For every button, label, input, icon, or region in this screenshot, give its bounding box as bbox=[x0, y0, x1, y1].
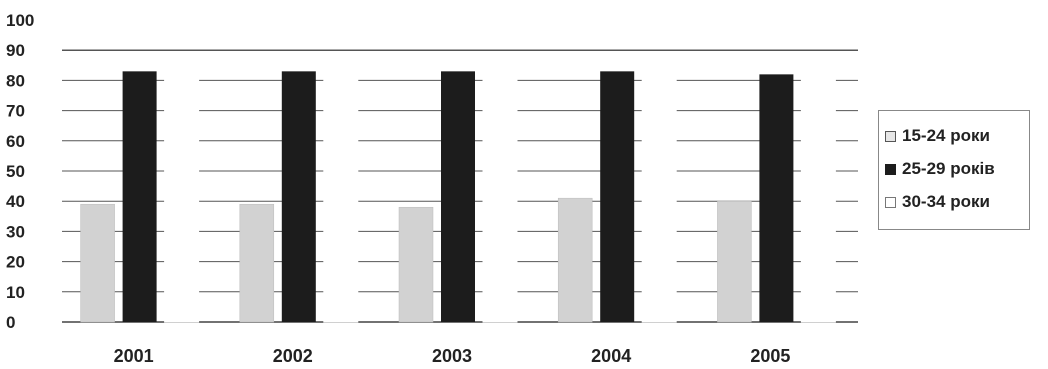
y-tick-label: 100 bbox=[6, 11, 34, 30]
x-tick-label: 2001 bbox=[114, 346, 154, 366]
legend-item: 30-34 роки bbox=[885, 191, 990, 213]
legend-item: 25-29 років bbox=[885, 158, 995, 180]
bar bbox=[323, 61, 359, 323]
bars bbox=[80, 61, 836, 323]
bar bbox=[122, 71, 157, 322]
legend-label: 30-34 роки bbox=[902, 192, 990, 211]
legend-swatch-15-24 bbox=[885, 130, 896, 142]
x-tick-label: 2003 bbox=[432, 346, 472, 366]
legend-label: 25-29 років bbox=[902, 159, 995, 178]
y-tick-label: 90 bbox=[6, 41, 25, 60]
legend: 15-24 роки 25-29 років 30-34 роки bbox=[878, 110, 1030, 230]
x-tick-label: 2004 bbox=[591, 346, 631, 366]
bar bbox=[600, 71, 635, 322]
x-axis-ticks: 2001 2002 2003 2004 2005 bbox=[114, 346, 791, 366]
bar bbox=[80, 203, 115, 323]
bar bbox=[759, 74, 794, 322]
bar bbox=[281, 71, 316, 322]
bar bbox=[239, 203, 275, 323]
bar bbox=[800, 67, 836, 323]
bar bbox=[164, 73, 200, 323]
bar bbox=[398, 206, 434, 323]
bar bbox=[482, 61, 518, 323]
y-tick-label: 50 bbox=[6, 162, 25, 181]
legend-item: 15-24 роки bbox=[885, 125, 990, 147]
y-tick-label: 0 bbox=[6, 313, 15, 332]
x-tick-label: 2002 bbox=[273, 346, 313, 366]
y-tick-label: 20 bbox=[6, 253, 25, 272]
y-tick-label: 80 bbox=[6, 71, 25, 90]
y-tick-label: 60 bbox=[6, 132, 25, 151]
legend-swatch-25-29 bbox=[885, 163, 896, 175]
legend-swatch-30-34 bbox=[885, 196, 896, 208]
bar bbox=[441, 71, 475, 322]
bar bbox=[717, 200, 752, 323]
bar bbox=[641, 64, 677, 323]
legend-label: 15-24 роки bbox=[902, 126, 990, 145]
y-tick-label: 10 bbox=[6, 283, 25, 302]
y-tick-label: 70 bbox=[6, 102, 25, 121]
x-tick-label: 2005 bbox=[750, 346, 790, 366]
y-axis-ticks: 0 10 20 30 40 50 60 70 80 90 100 bbox=[6, 11, 34, 332]
y-tick-label: 30 bbox=[6, 222, 25, 241]
bar bbox=[557, 197, 593, 323]
y-tick-label: 40 bbox=[6, 192, 25, 211]
